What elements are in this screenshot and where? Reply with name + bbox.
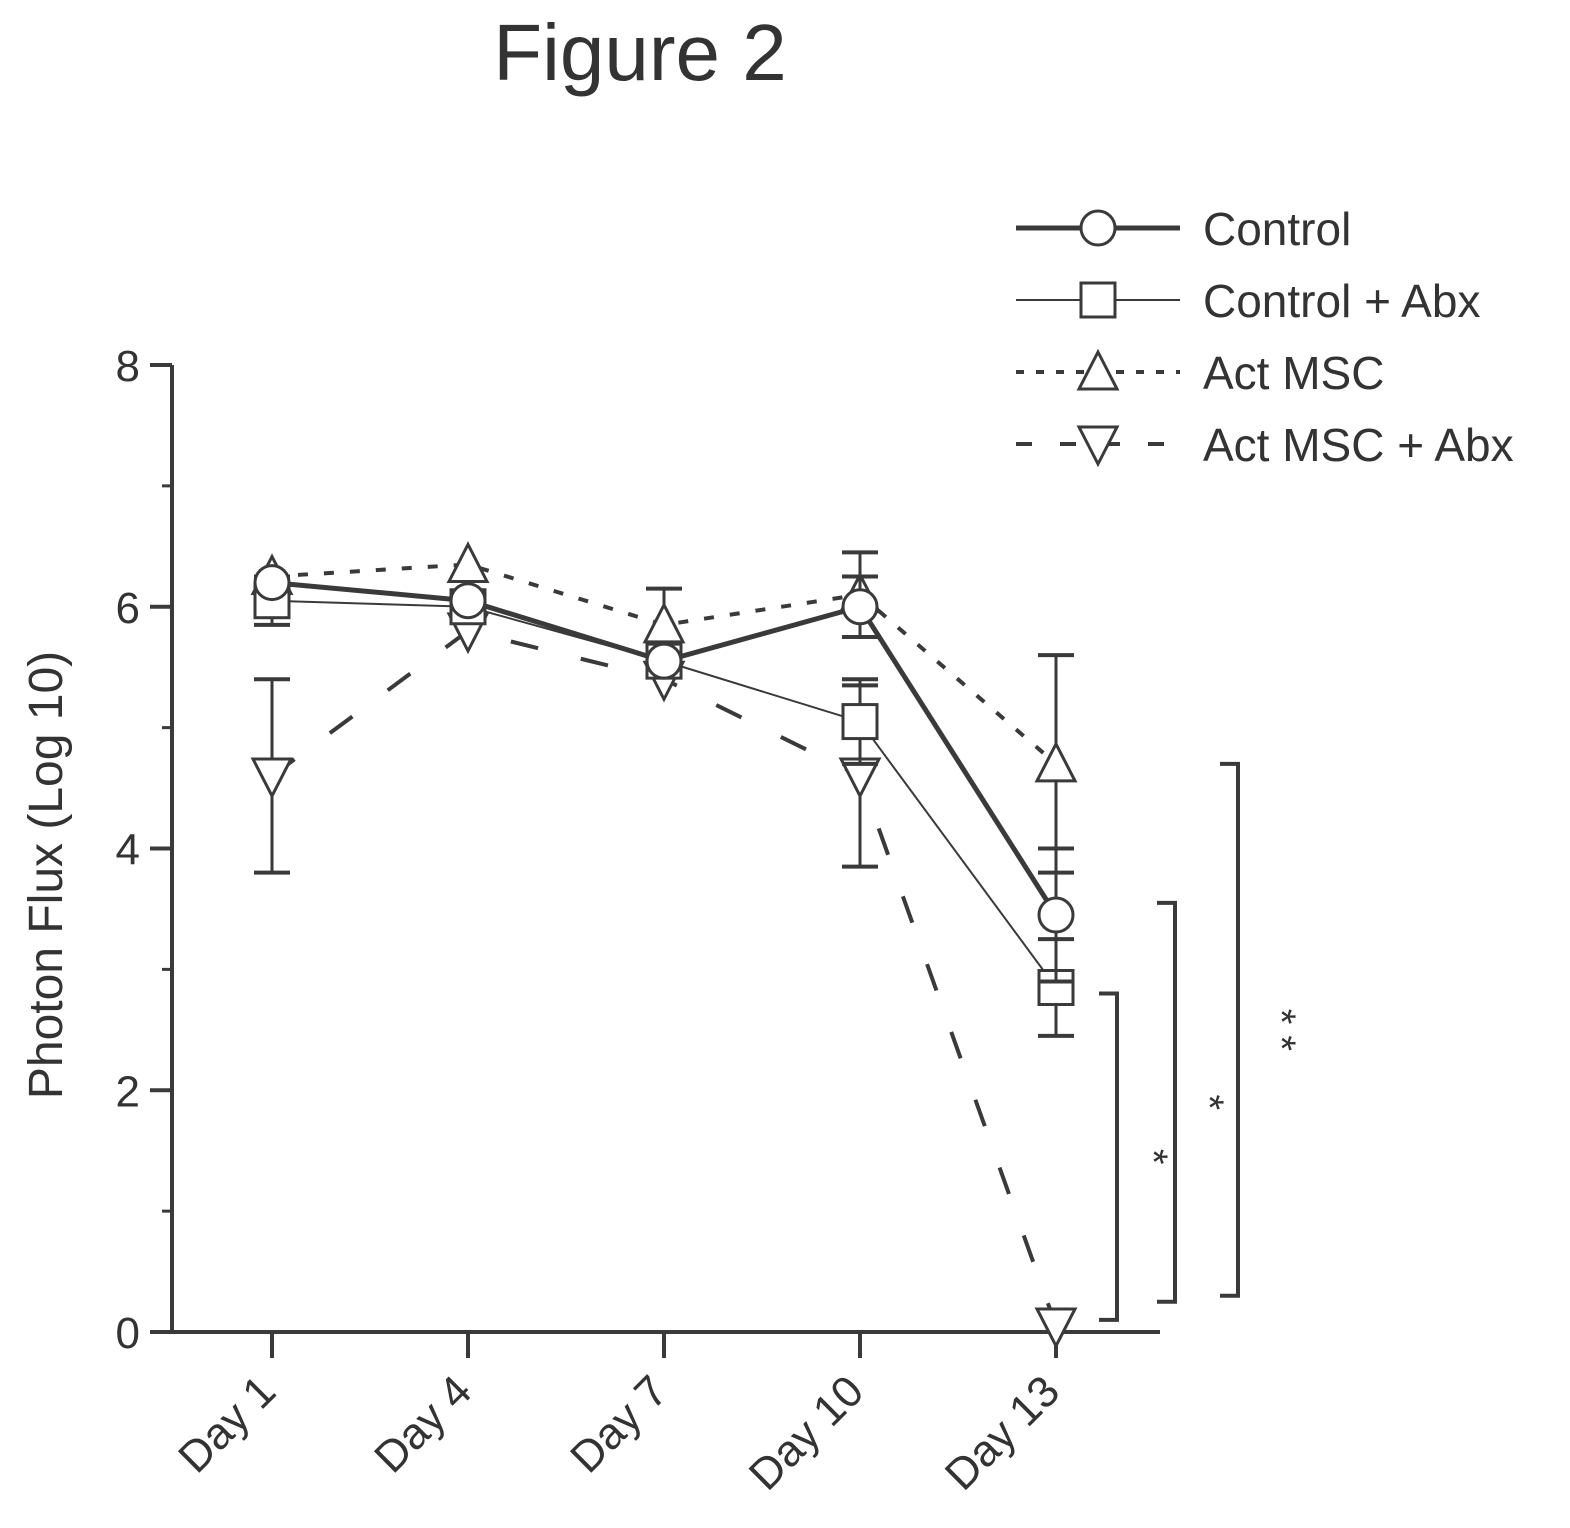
x-tick-label: Day 10 (740, 1366, 873, 1499)
point-triangle-down (1076, 425, 1120, 468)
legend-item: Control + Abx (1016, 275, 1480, 327)
point-square (841, 703, 879, 741)
legend-label: Act MSC + Abx (1203, 419, 1514, 471)
point-circle (1037, 896, 1075, 934)
y-tick-label: 4 (116, 826, 140, 875)
x-tick-label: Day 7 (561, 1366, 677, 1482)
y-tick-label: 8 (116, 342, 140, 391)
point-square (1079, 281, 1117, 319)
legend-label: Control (1203, 203, 1351, 255)
significance-label: * (1187, 1095, 1231, 1111)
y-axis-label: Photon Flux (Log 10) (20, 651, 73, 1099)
series-control (253, 564, 1075, 984)
legend-item: Control (1016, 203, 1351, 255)
series-line (271, 562, 1058, 766)
y-tick-label: 0 (116, 1309, 140, 1358)
point-triangle-up (1076, 348, 1120, 391)
significance-label: * (1131, 1149, 1175, 1165)
legend-item: Act MSC (1016, 347, 1384, 399)
significance-bracket: * (1157, 900, 1231, 1304)
series-act-msc-abx (250, 612, 1078, 1350)
point-circle (253, 564, 291, 602)
axes: 0 2 4 6 8 Day 1 Day 4 Day 7 Day 10 Day 13 (116, 342, 1160, 1500)
point-circle (645, 642, 683, 680)
point-triangle-up (1034, 740, 1078, 783)
point-triangle-down (1034, 1307, 1078, 1350)
bracket-line (1157, 900, 1177, 1304)
x-tick-label: Day 4 (365, 1366, 481, 1482)
y-tick-label: 2 (116, 1067, 140, 1116)
figure-title: Figure 2 (493, 8, 786, 97)
significance-brackets: * * * * (1099, 761, 1303, 1322)
point-triangle-up (642, 601, 686, 644)
x-tick-label: Day 1 (169, 1366, 285, 1482)
significance-label: * * (1259, 1009, 1303, 1051)
x-tick-label: Day 13 (936, 1366, 1069, 1499)
point-circle (449, 582, 487, 620)
bracket-line (1220, 761, 1240, 1298)
legend-item: Act MSC + Abx (1016, 419, 1514, 471)
legend-label: Control + Abx (1203, 275, 1480, 327)
point-triangle-down (250, 757, 294, 800)
y-tick-label: 6 (116, 584, 140, 633)
legend: Control Control + Abx Act MSC Act MSC + Abx (1016, 203, 1514, 471)
plot-area (250, 541, 1078, 1350)
point-circle (841, 588, 879, 626)
legend-label: Act MSC (1203, 347, 1384, 399)
significance-bracket: * (1099, 991, 1175, 1322)
series-line (270, 628, 1058, 1327)
point-circle (1079, 209, 1117, 247)
bracket-line (1099, 991, 1119, 1322)
significance-bracket: * * (1220, 761, 1303, 1298)
point-triangle-up (446, 541, 490, 583)
